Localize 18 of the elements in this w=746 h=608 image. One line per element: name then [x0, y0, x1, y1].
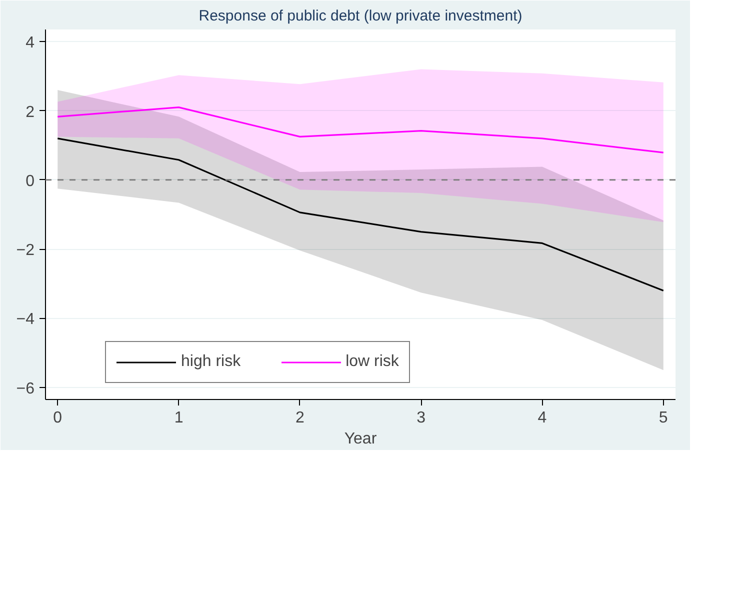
x-tick-label: 1	[174, 410, 184, 426]
line-series	[56, 138, 664, 292]
y-tick-label: −2	[16, 242, 35, 260]
x-tick-label: 0	[53, 410, 62, 426]
legend-label: low risk	[346, 353, 399, 371]
y-tick-label: −6	[16, 380, 35, 398]
y-tick-label: −4	[16, 311, 35, 328]
x-axis-title: Year	[344, 430, 378, 448]
line-series	[56, 106, 664, 154]
y-tick-label: 0	[26, 172, 35, 190]
y-tick-label: 4	[26, 34, 35, 52]
x-tick-label: 4	[538, 410, 547, 426]
x-tick-label: 3	[416, 410, 426, 426]
y-tick-label: 2	[26, 104, 35, 121]
x-tick-label: 5	[658, 410, 668, 426]
legend-label: high risk	[181, 353, 241, 371]
x-tick-label: 2	[295, 410, 304, 426]
chart-title: Response of public debt (low private investment)	[198, 8, 522, 24]
